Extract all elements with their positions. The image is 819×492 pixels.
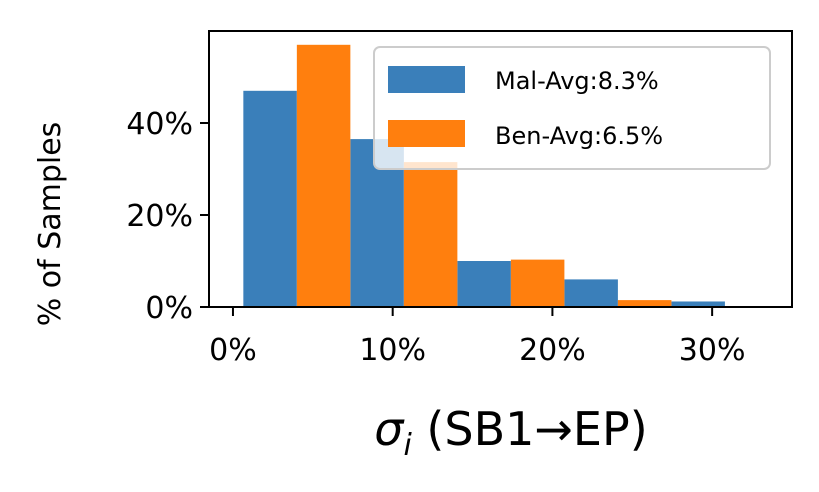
plot-area-frame	[208, 30, 793, 308]
bar-mal-bin-3	[564, 279, 618, 307]
legend-label-ben: Ben-Avg:6.5%	[495, 122, 663, 150]
x-axis-label-subscript: i	[403, 428, 412, 463]
y-axis-label: % of Samples	[33, 122, 68, 327]
x-tick-label-1: 10%	[359, 333, 426, 368]
x-tick-label-0: 0%	[209, 333, 257, 368]
x-axis-ticks: 0% 10% 20% 30%	[209, 307, 745, 368]
bar-ben-bin-2	[510, 259, 565, 307]
x-axis-label-suffix: (SB1→EP)	[412, 402, 648, 456]
bar-mal-bin-0	[243, 90, 297, 307]
legend-box	[373, 46, 771, 170]
y-axis-ticks: 0% 20% 40%	[126, 107, 209, 326]
x-tick-label-3: 30%	[679, 333, 746, 368]
legend: Mal-Avg:8.3% Ben-Avg:6.5%	[373, 46, 771, 170]
bar-mal-bin-2	[457, 261, 511, 307]
bar-ben-bin-3	[617, 300, 672, 307]
bar-mal-bin-4	[671, 301, 725, 307]
legend-label-mal: Mal-Avg:8.3%	[495, 67, 659, 95]
legend-swatch-ben	[388, 120, 465, 147]
y-tick-label-2: 40%	[126, 107, 193, 142]
y-tick-label-1: 20%	[126, 199, 193, 234]
bar-ben-bin-0	[296, 44, 351, 308]
x-tick-label-2: 20%	[519, 333, 586, 368]
legend-swatch-mal	[388, 66, 465, 93]
x-axis-label: σi (SB1→EP)	[374, 402, 647, 463]
y-tick-label-0: 0%	[145, 291, 193, 326]
bar-ben-bin-1	[403, 162, 458, 307]
x-axis-label-symbol: σ	[374, 402, 405, 456]
